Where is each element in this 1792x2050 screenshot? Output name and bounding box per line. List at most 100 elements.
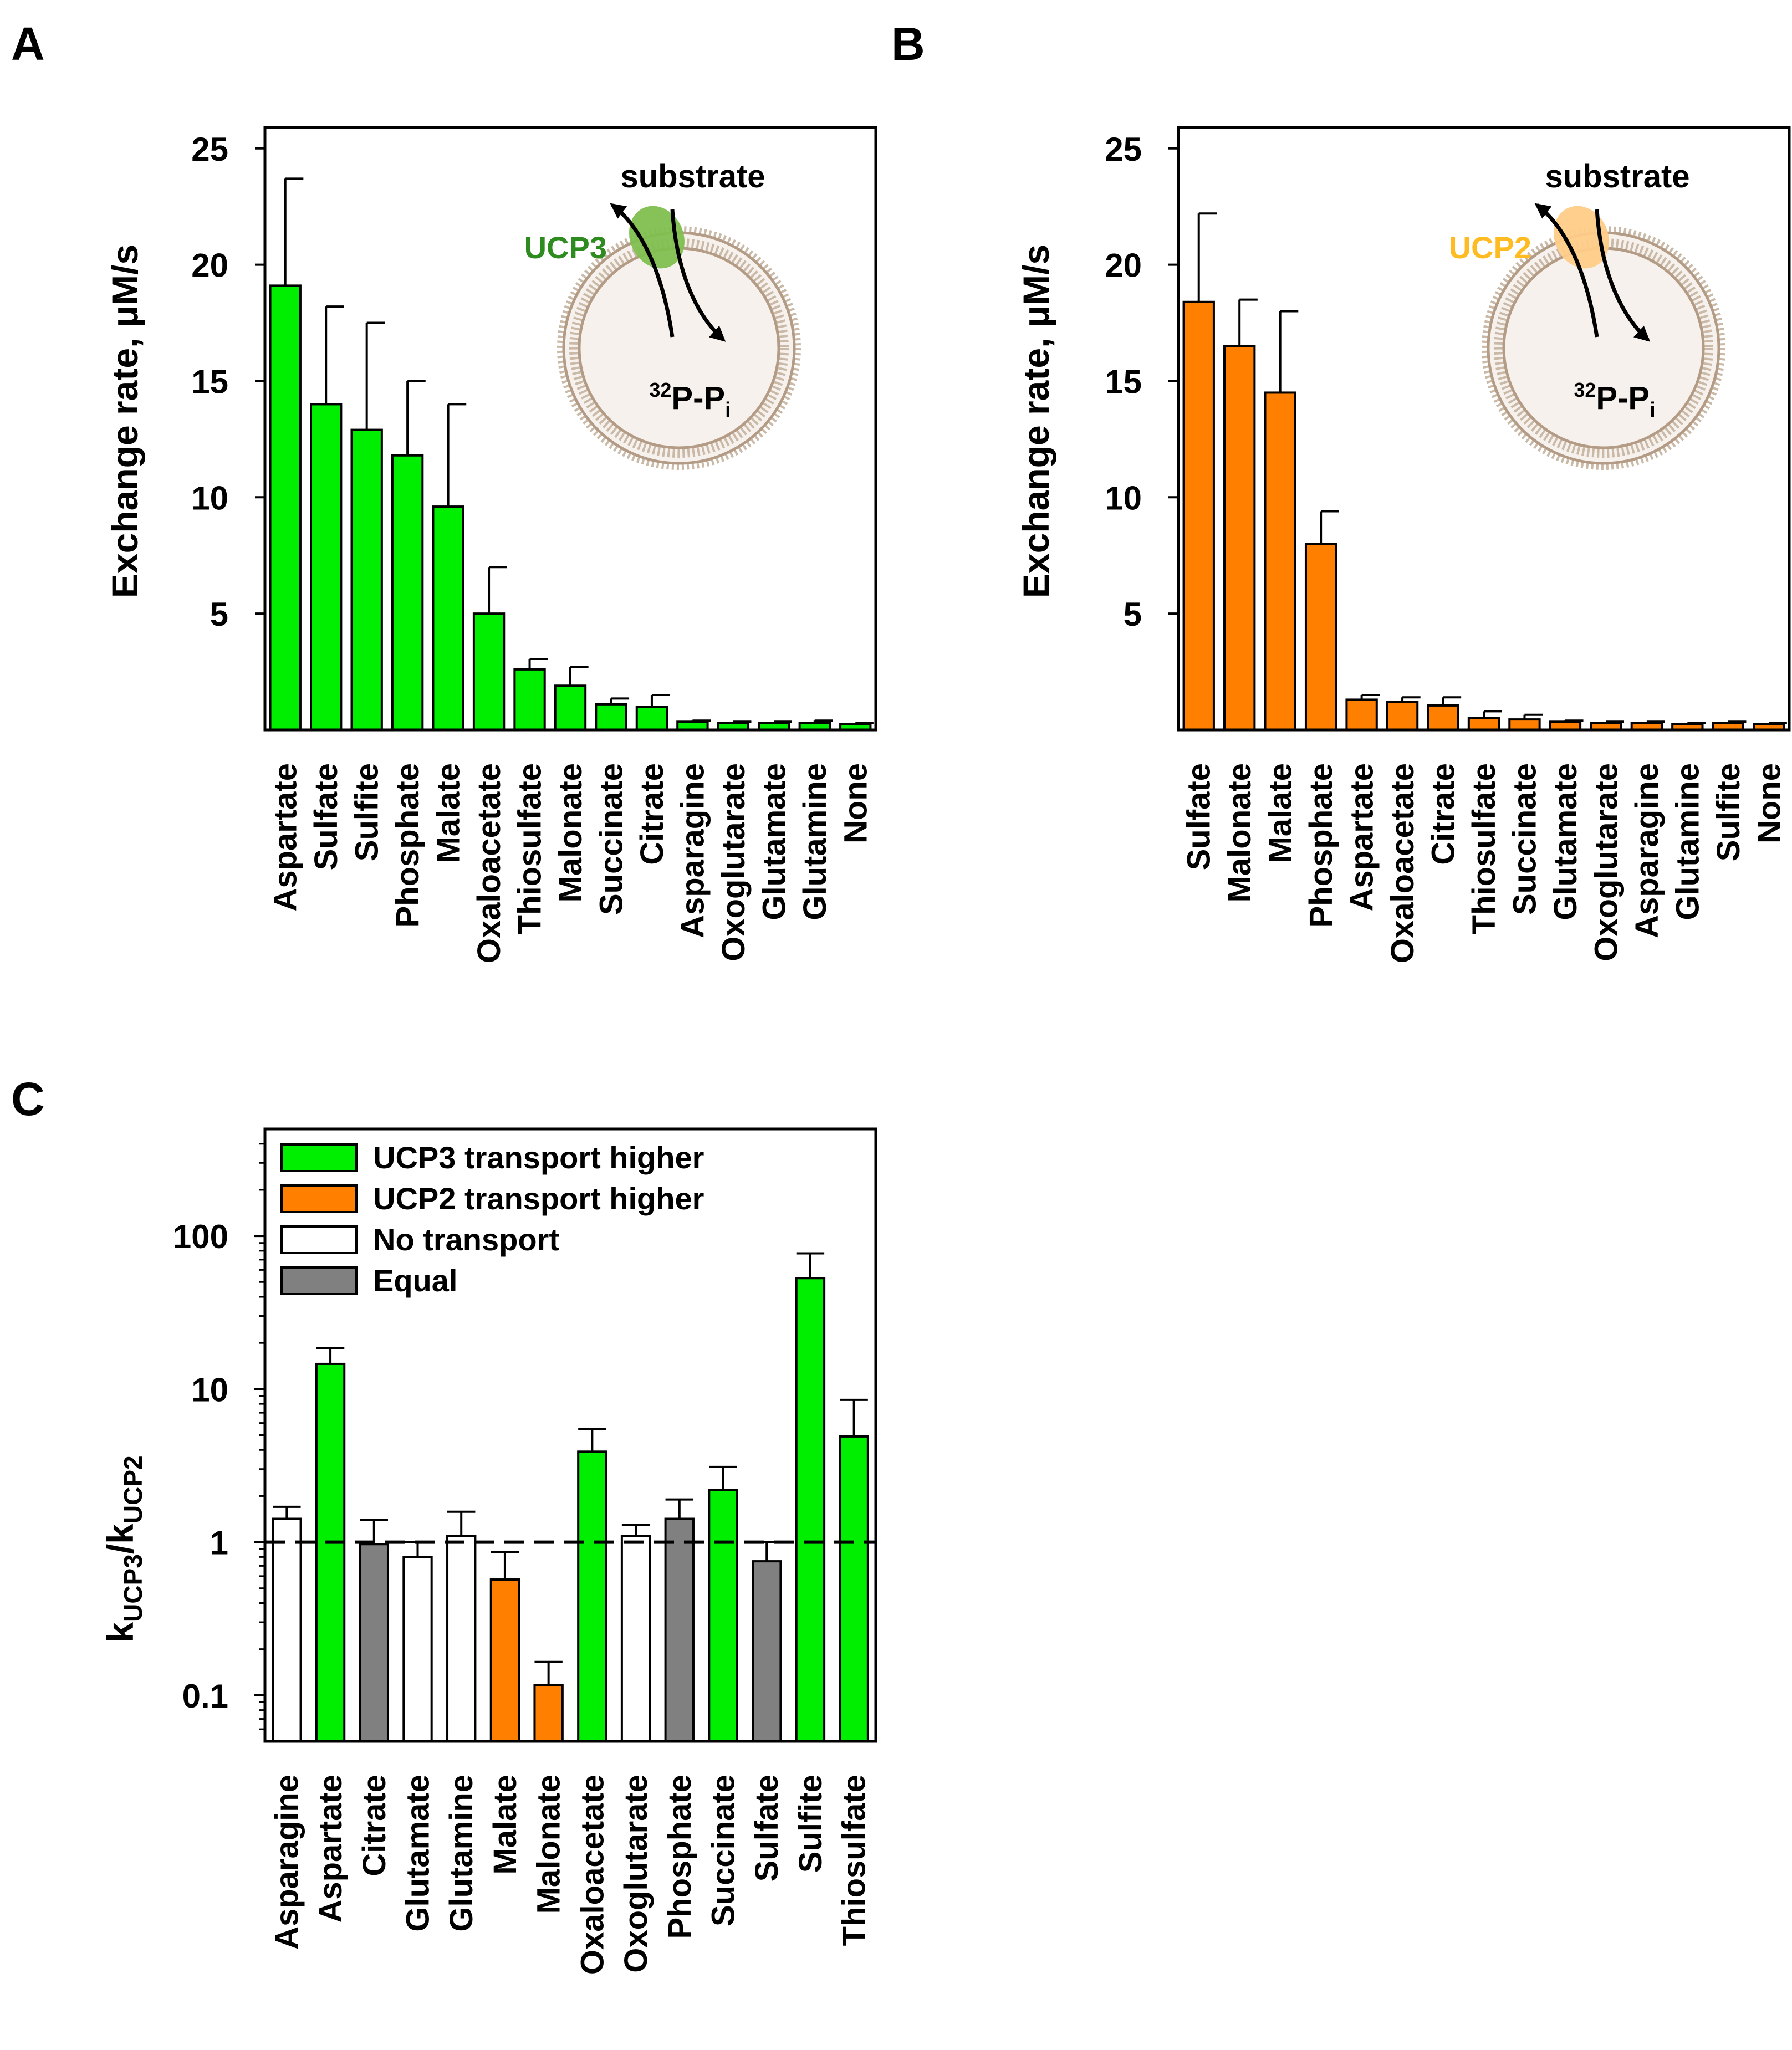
panel-A-category-label: Citrate	[634, 763, 670, 865]
inset-substrate-label: substrate	[1545, 159, 1689, 195]
legend-label: No transport	[373, 1222, 559, 1257]
bar	[752, 1560, 782, 1742]
panel-A-plot-frame	[263, 126, 877, 732]
panel-B-category-label: None	[1751, 763, 1787, 843]
legend-swatch	[280, 1184, 358, 1213]
panel-C-category-label: Thiosulfate	[836, 1775, 872, 1946]
y-tick-label: 20	[191, 247, 228, 284]
y-tick-label: 15	[1105, 363, 1142, 400]
panel-C-plot-frame	[263, 1127, 877, 1743]
legend-label: Equal	[373, 1263, 457, 1298]
membrane-outer-leaflet	[1482, 226, 1725, 470]
panel-B-category-label: Citrate	[1426, 763, 1462, 865]
panel-C-category-label: Sulfate	[749, 1775, 785, 1882]
panel-C-category-label: Sulfite	[793, 1775, 829, 1873]
bar	[595, 703, 627, 732]
panel-B-category-label: Oxoglutarate	[1588, 763, 1624, 962]
panel-A-category-label: Malate	[431, 763, 467, 863]
panel-B-category-label: Thiosulfate	[1466, 763, 1502, 934]
inset-isotope-label: 32P-Pi	[1574, 379, 1655, 422]
bar	[1345, 698, 1378, 732]
bar	[1467, 717, 1500, 732]
y-tick-label: 0.1	[182, 1678, 228, 1715]
panel-A-letter: A	[11, 18, 45, 70]
bar	[489, 1578, 520, 1742]
y-tick-label: 1	[210, 1525, 228, 1562]
panel-C-category-label: Glutamate	[400, 1775, 436, 1932]
panel-A-category-label: Phosphate	[390, 763, 426, 928]
panel-B-category-label: Malate	[1263, 763, 1299, 863]
panel-C-category-label: Glutamine	[443, 1775, 479, 1932]
panel-A-category-label: Oxoglutarate	[716, 763, 752, 962]
panel-A-category-label: Sulfite	[349, 763, 385, 861]
panel-A-category-label: Glutamine	[797, 763, 833, 921]
panel-C-category-label: Aspartate	[313, 1775, 349, 1923]
panel-B-category-label: Malonate	[1222, 763, 1258, 902]
panel-A-category-label: Aspartate	[268, 763, 304, 912]
panel-A-category-label: Thiosulfate	[512, 763, 548, 934]
panel-B-category-label: Oxaloacetate	[1385, 763, 1421, 963]
bar	[446, 1535, 477, 1743]
inset-protein-label: UCP3	[524, 230, 607, 265]
legend-label: UCP2 transport higher	[373, 1181, 704, 1216]
bar	[795, 1277, 826, 1742]
bar	[359, 1543, 389, 1743]
liposome-inner-ring	[578, 247, 780, 449]
y-tick-label: 25	[191, 131, 228, 168]
panel-C-category-label: Oxaloacetate	[574, 1775, 610, 1975]
inset-substrate-label: substrate	[620, 159, 765, 195]
bar	[1508, 718, 1541, 731]
transporter-icon	[629, 206, 685, 269]
panel-B-category-label: Succinate	[1507, 763, 1543, 915]
bar	[402, 1556, 433, 1742]
panel-C-category-label: Malonate	[531, 1775, 567, 1914]
transporter-icon	[1554, 206, 1609, 269]
panel-B-category-label: Sulfite	[1711, 763, 1747, 861]
bar	[513, 668, 546, 731]
influx-arrow	[1595, 209, 1651, 342]
legend: UCP3 transport higher UCP2 transport high…	[280, 1140, 704, 1298]
panel-C-category-label: Asparagine	[269, 1775, 305, 1950]
y-tick-label: 5	[1124, 596, 1142, 633]
y-axis-label: Exchange rate, μM/s	[104, 244, 145, 598]
bar	[315, 1362, 346, 1742]
y-tick-label: 10	[191, 1371, 228, 1408]
panel-C-category-label: Malate	[487, 1775, 523, 1875]
bar	[533, 1684, 564, 1743]
panel-C-letter: C	[11, 1073, 45, 1125]
panel-B-category-label: Asparagine	[1629, 763, 1665, 938]
y-tick-label: 5	[210, 596, 228, 633]
efflux-arrow	[1534, 203, 1599, 338]
bar	[554, 684, 587, 731]
panel-A-category-label: Glutamate	[756, 763, 792, 921]
panel-C: 0.1 1 10 100 kUCP3/kUCP2 UCP3 transport highe…	[100, 1127, 877, 1975]
panel-A-category-label: Asparagine	[675, 763, 711, 938]
legend-label: UCP3 transport higher	[373, 1140, 704, 1175]
panel-B-letter: B	[891, 18, 925, 70]
influx-arrow	[670, 209, 726, 342]
panel-A-category-label: Oxaloacetate	[471, 763, 507, 963]
bar	[350, 428, 383, 731]
panel-A-category-label: Succinate	[593, 763, 629, 915]
panel-C-category-label: Citrate	[356, 1775, 392, 1877]
y-axis-label: Exchange rate, μM/s	[1015, 244, 1056, 598]
panel-B-category-label: Glutamine	[1670, 763, 1706, 921]
panel-C-category-label: Phosphate	[662, 1775, 698, 1939]
y-tick-label: 100	[173, 1218, 228, 1255]
panel-B-category-label: Glutamate	[1548, 763, 1584, 921]
efflux-arrow	[610, 203, 675, 338]
panel-B-category-label: Aspartate	[1344, 763, 1380, 912]
panel-B-category-label: Sulfate	[1181, 763, 1217, 870]
legend-swatch	[280, 1266, 358, 1295]
bar	[1223, 345, 1256, 731]
y-axis-label: kUCP3/kUCP2	[100, 1455, 147, 1642]
y-tick-label: 25	[1105, 131, 1142, 168]
bar	[432, 505, 464, 731]
panel-A-category-label: Sulfate	[308, 763, 344, 870]
bar	[620, 1535, 651, 1743]
bar	[839, 1435, 869, 1743]
y-tick-label: 10	[191, 479, 228, 517]
bar	[272, 1517, 302, 1742]
